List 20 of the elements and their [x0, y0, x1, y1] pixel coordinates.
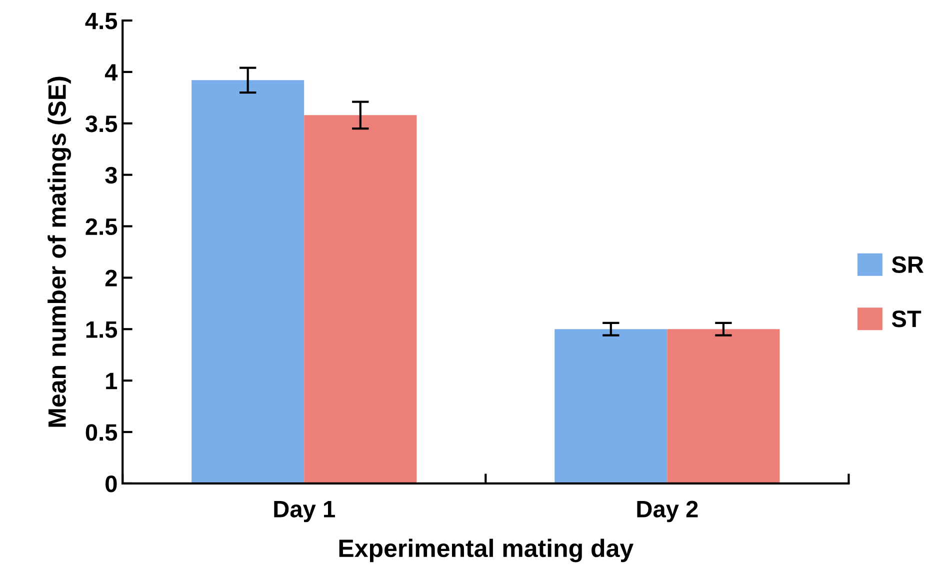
x-tick-label: Day 1 — [274, 500, 335, 522]
y-tick-label: 3.5 — [85, 115, 118, 132]
legend-label: ST — [892, 310, 922, 328]
x-tick-label: Day 2 — [637, 500, 698, 522]
y-tick-label: 2 — [105, 270, 117, 286]
y-tick-label: 2.5 — [86, 218, 118, 236]
y-tick-label: 0.5 — [86, 424, 118, 441]
bar — [192, 80, 304, 484]
bar — [304, 115, 417, 484]
y-tick-label: 1.5 — [86, 321, 118, 338]
legend-label: SR — [892, 256, 924, 273]
y-tick-label: 4 — [104, 64, 118, 81]
bar — [667, 329, 780, 484]
y-tick-label: 3 — [105, 166, 117, 184]
y-tick-label: 4.5 — [85, 12, 118, 30]
y-tick-label: 0 — [106, 476, 117, 492]
y-axis-title: Mean number of matings (SE) — [48, 76, 72, 427]
x-axis-title: Experimental mating day — [339, 538, 634, 562]
bar — [554, 329, 668, 484]
y-tick-label: 1 — [106, 372, 118, 390]
